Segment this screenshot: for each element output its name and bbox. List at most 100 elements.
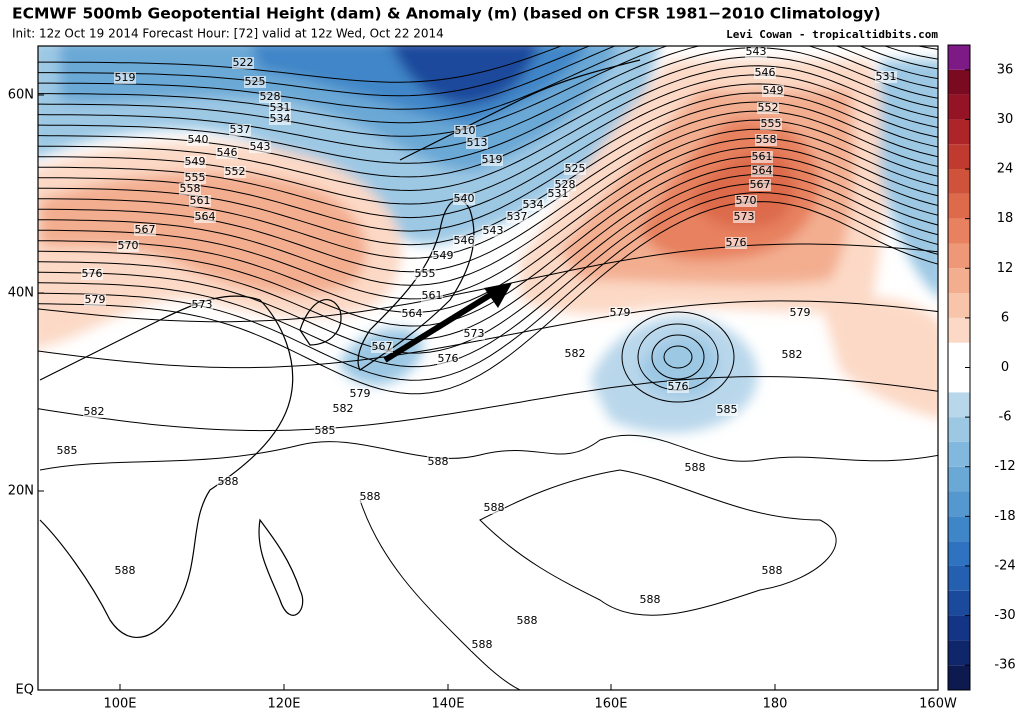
contour-label-bg [453, 193, 475, 205]
contour-label: 585 [315, 424, 336, 437]
contour-label: 555 [761, 117, 782, 130]
contour-label-bg [564, 163, 586, 175]
contour-label: 564 [402, 307, 423, 320]
contour-label: 585 [717, 403, 738, 416]
contour-label-bg [249, 141, 271, 153]
contour-label-bg [745, 46, 767, 58]
contour-line [38, 46, 938, 151]
colorbar-block [948, 69, 970, 95]
contour-label: 543 [483, 224, 504, 237]
contour-label-bg [114, 72, 136, 84]
contour-label: 546 [755, 66, 776, 79]
contour-label: 561 [190, 194, 211, 207]
contour-label-bg [359, 491, 381, 503]
contour-label: 555 [415, 267, 436, 280]
colorbar-block [948, 243, 970, 269]
contour-label-bg [667, 381, 689, 393]
contour-label: 579 [85, 293, 106, 306]
map-frame [37, 45, 939, 691]
contour-line [38, 46, 938, 124]
contour-label: 534 [270, 112, 291, 125]
colorbar-block [948, 342, 970, 368]
contour-label: 549 [185, 155, 206, 168]
contour-line [38, 47, 938, 164]
contour-label: 522 [233, 56, 254, 69]
contour-label: 579 [610, 306, 631, 319]
contour-label-bg [789, 307, 811, 319]
contour-line [38, 46, 938, 97]
colorbar-block [948, 367, 970, 393]
colorbar-tick-label: -36 [994, 658, 1015, 673]
contour-label: 558 [180, 182, 201, 195]
contour-label-bg [427, 456, 449, 468]
contour-label: 552 [225, 165, 246, 178]
contour-label: 531 [876, 70, 897, 83]
lon-label: 120E [267, 697, 300, 712]
lat-label: 40N [8, 286, 34, 301]
contour-label-bg [481, 154, 503, 166]
contour-line [38, 74, 938, 205]
contour-label-bg [754, 67, 776, 79]
colorbar-block [948, 45, 970, 70]
contour-label-bg [482, 225, 504, 237]
contour-label: 558 [756, 133, 777, 146]
contour-label: 579 [350, 387, 371, 400]
contour-label-bg [244, 76, 266, 88]
colorbar-block [948, 417, 970, 442]
closed-low-contour [651, 334, 705, 380]
colorbar-tick-label: -12 [994, 459, 1015, 474]
contour-label-bg [454, 125, 476, 137]
contour-label: 546 [217, 146, 238, 159]
colorbar-block [948, 293, 970, 318]
colorbar-tick-label: 12 [997, 261, 1014, 276]
colorbar-block [948, 392, 970, 418]
contour-label-bg [609, 307, 631, 319]
contour-label-bg [84, 294, 106, 306]
contour-label: 564 [195, 210, 216, 223]
contour-label-bg [217, 476, 239, 488]
contour-label-bg [781, 349, 803, 361]
title: ECMWF 500mb Geopotential Height (dam) & … [12, 5, 881, 23]
colorbar-tick-label: 18 [997, 211, 1014, 226]
colorbar-block [948, 169, 970, 194]
contour-label-bg [437, 353, 459, 365]
contour-label-bg [229, 124, 251, 136]
contour-label-bg [269, 102, 291, 114]
contour-label: 534 [523, 198, 544, 211]
colorbar-block [948, 466, 970, 492]
contour-label: 531 [270, 101, 291, 114]
contour-label-bg [760, 118, 782, 130]
lon-label: 180 [763, 697, 788, 712]
contour-label-bg [547, 188, 569, 200]
contour-label-bg [471, 639, 493, 651]
contour-label: 561 [752, 150, 773, 163]
lon-label: 160E [594, 697, 627, 712]
colorbar-tick-label: -30 [994, 608, 1015, 623]
closed-low-contour [663, 345, 693, 369]
contour-label: 567 [750, 178, 771, 191]
contour-label-bg [716, 404, 738, 416]
colorbar-tick-label: 0 [1001, 360, 1009, 375]
contour-label: 513 [467, 136, 488, 149]
contour-label-bg [463, 328, 485, 340]
contour-line [38, 164, 938, 341]
colorbar-block [948, 317, 970, 343]
closed-low-contour [621, 311, 735, 403]
colorbar-block [948, 94, 970, 120]
lat-label: EQ [16, 683, 34, 698]
contour-label-bg [466, 137, 488, 149]
map-area: 5195225255285315345375435405465495525555… [38, 46, 938, 690]
contour-label: 579 [790, 306, 811, 319]
contour-label: 528 [555, 178, 576, 191]
contour-line [38, 46, 563, 83]
contour-label-bg [522, 199, 544, 211]
contour-label: 588 [640, 593, 661, 606]
contour-line [38, 182, 938, 368]
contour-label-bg [349, 388, 371, 400]
contour-label-bg [755, 134, 777, 146]
contour-line [38, 137, 938, 300]
contour-line [38, 110, 938, 259]
contour-label-bg [314, 425, 336, 437]
colorbar-block [948, 268, 970, 294]
contour-line [38, 119, 938, 273]
